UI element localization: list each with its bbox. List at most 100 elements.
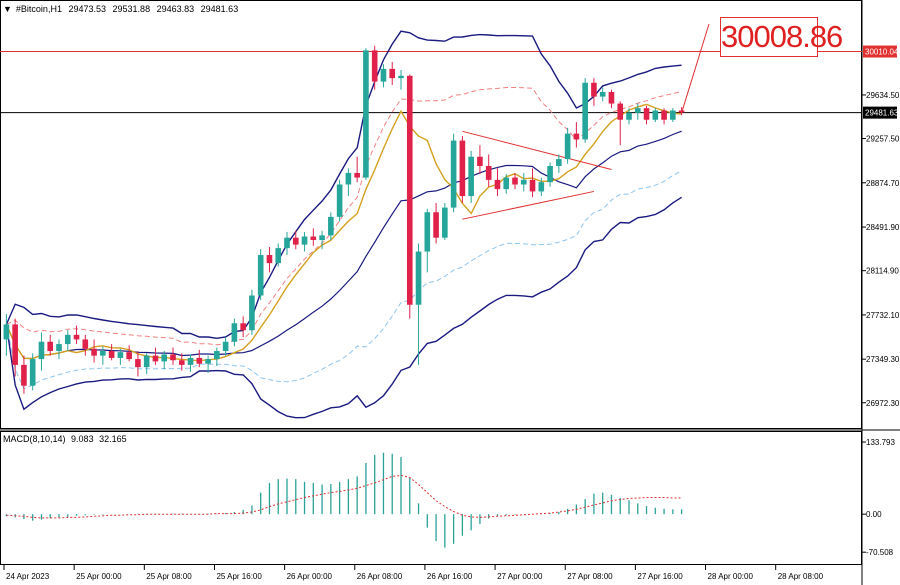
candle-body <box>450 140 457 208</box>
candle-body <box>47 341 54 351</box>
candle-body <box>328 216 334 236</box>
candle-body <box>73 334 80 340</box>
candle-body <box>108 351 115 358</box>
macd-signal-value: 32.165 <box>99 434 127 444</box>
candle-body <box>222 341 229 351</box>
candle-body <box>161 354 168 362</box>
candle-body <box>363 50 369 178</box>
candle-body <box>91 348 97 356</box>
price-tick-label: 29257.50 <box>866 135 900 144</box>
candle-body <box>56 344 62 351</box>
candle-body <box>135 359 141 368</box>
candle-body <box>29 359 36 386</box>
candle-body <box>170 354 176 361</box>
candle-body <box>21 364 27 386</box>
candle-body <box>3 324 10 340</box>
time-tick-label: 26 Apr 16:00 <box>427 572 473 581</box>
candle-body <box>196 357 203 364</box>
candle-body <box>143 355 150 368</box>
ohlc-close: 29481.63 <box>200 4 239 14</box>
candle-body <box>266 255 273 264</box>
candle-body <box>301 236 308 245</box>
candle-body <box>670 110 676 120</box>
macd-axis-ticks: 133.793 0.00 -70.508 <box>862 438 895 557</box>
envelope-lower-line <box>5 170 682 390</box>
target-price-callout: 30008.86 <box>720 17 843 57</box>
candle-body <box>231 323 238 342</box>
candle-body <box>415 251 422 305</box>
time-tick-label: 27 Apr 08:00 <box>567 572 613 581</box>
price-tick-label: 27349.30 <box>866 355 900 364</box>
candle-body <box>319 235 325 240</box>
candle-body <box>485 166 492 180</box>
candle-body <box>12 324 18 365</box>
candle-body <box>599 92 606 97</box>
time-tick-label: 28 Apr 00:00 <box>708 572 754 581</box>
header-marker[interactable]: ▼ <box>3 4 12 14</box>
macd-tick-label: -70.508 <box>866 548 894 557</box>
macd-label: MACD(8,10,14) <box>3 434 66 444</box>
time-tick-label: 24 Apr 2023 <box>6 572 50 581</box>
moving-average-line <box>5 103 682 362</box>
time-tick-label: 25 Apr 08:00 <box>146 572 192 581</box>
triangle-upper-line <box>462 130 612 170</box>
price-tick-label: 28114.90 <box>866 267 899 276</box>
candle-body <box>292 237 299 245</box>
price-axis-ticks: 26972.30 27349.30 27732.10 28114.90 28491.90… <box>862 91 900 408</box>
ohlc-open: 29473.53 <box>68 4 107 14</box>
candle-body <box>275 248 282 264</box>
price-tick-label: 27732.10 <box>866 311 900 320</box>
ohlc-high: 29531.88 <box>112 4 151 14</box>
macd-header: MACD(8,10,14) 9.083 32.165 <box>3 434 130 444</box>
envelope-upper-line <box>6 87 682 346</box>
bollinger-middle-line <box>5 130 682 360</box>
candle-body <box>503 177 510 190</box>
time-tick-label: 25 Apr 00:00 <box>76 572 122 581</box>
candle-body <box>547 166 553 183</box>
price-tick-label: 28874.70 <box>866 179 900 188</box>
price-tags: 30010.04 29481.63 <box>863 45 899 119</box>
macd-tick-label: 0.00 <box>866 510 882 519</box>
time-tick-label: 28 Apr 08:00 <box>778 572 824 581</box>
candle-body <box>608 92 615 104</box>
candle-body <box>64 334 71 345</box>
macd-histogram <box>5 452 683 548</box>
candle-body <box>406 75 413 305</box>
candle-body <box>178 360 185 365</box>
time-axis-ticks: 24 Apr 2023 25 Apr 00:00 25 Apr 08:00 25 Ap… <box>3 565 824 581</box>
price-pane-frame <box>0 0 862 429</box>
candle-body <box>82 339 89 349</box>
candle-body <box>617 103 624 120</box>
symbol-label: #Bitcoin,H1 <box>15 4 62 14</box>
triangle-lower-line <box>462 190 595 220</box>
candle-body <box>477 156 483 166</box>
resistance-price-tag <box>863 45 897 58</box>
candle-body <box>634 108 641 113</box>
candle-body <box>100 351 106 356</box>
candle-body <box>249 295 255 331</box>
candle-body <box>468 156 474 197</box>
candle-body <box>573 133 580 140</box>
candle-body <box>345 172 352 185</box>
candle-body <box>661 110 667 120</box>
bollinger-bands <box>5 30 682 419</box>
time-tick-label: 26 Apr 00:00 <box>287 572 333 581</box>
time-tick-label: 26 Apr 08:00 <box>357 572 403 581</box>
candle-body <box>380 68 387 82</box>
bollinger-lower-line <box>5 196 682 419</box>
macd-value: 9.083 <box>71 434 94 444</box>
candle-body <box>529 179 536 192</box>
projection-line <box>681 23 710 113</box>
candle-body <box>187 357 194 365</box>
candle-body <box>214 351 220 360</box>
candle-body <box>538 182 545 192</box>
candle-body <box>389 68 396 79</box>
time-tick-label: 25 Apr 16:00 <box>216 572 262 581</box>
candle-body <box>652 110 659 120</box>
candle-body <box>643 108 650 120</box>
bollinger-upper-line <box>5 30 682 340</box>
candle-body <box>117 352 124 358</box>
candle-body <box>205 359 211 364</box>
